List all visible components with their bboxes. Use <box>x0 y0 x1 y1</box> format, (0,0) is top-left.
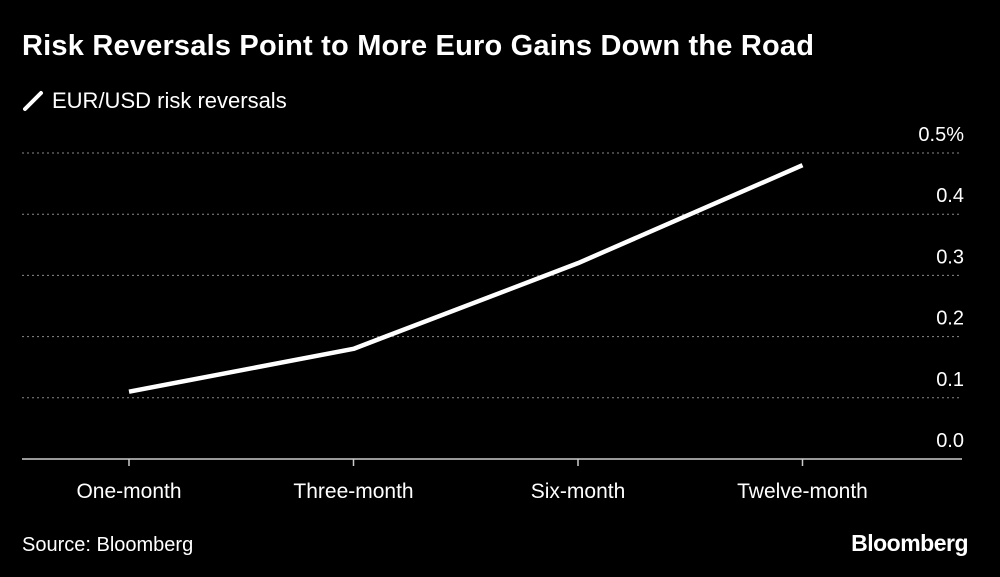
y-tick-label: 0.2 <box>936 308 964 330</box>
y-tick-label: 0.0 <box>936 430 964 452</box>
x-tick-label: Three-month <box>293 480 413 503</box>
y-tick-label: 0.5% <box>918 124 964 146</box>
chart-title: Risk Reversals Point to More Euro Gains … <box>22 30 815 62</box>
y-tick-label: 0.3 <box>936 246 964 268</box>
series-line-0 <box>128 163 804 394</box>
y-tick-label: 0.4 <box>936 185 964 207</box>
legend-label: EUR/USD risk reversals <box>52 88 287 113</box>
legend-line-icon <box>23 91 43 111</box>
source-note: Source: Bloomberg <box>22 534 194 556</box>
x-tick-label: One-month <box>76 480 181 503</box>
chart-legend: EUR/USD risk reversals <box>22 86 287 116</box>
bloomberg-logo: Bloomberg <box>851 530 968 556</box>
x-tick-label: Twelve-month <box>737 480 868 503</box>
x-tick-label: Six-month <box>531 480 626 503</box>
y-tick-label: 0.1 <box>936 369 964 391</box>
